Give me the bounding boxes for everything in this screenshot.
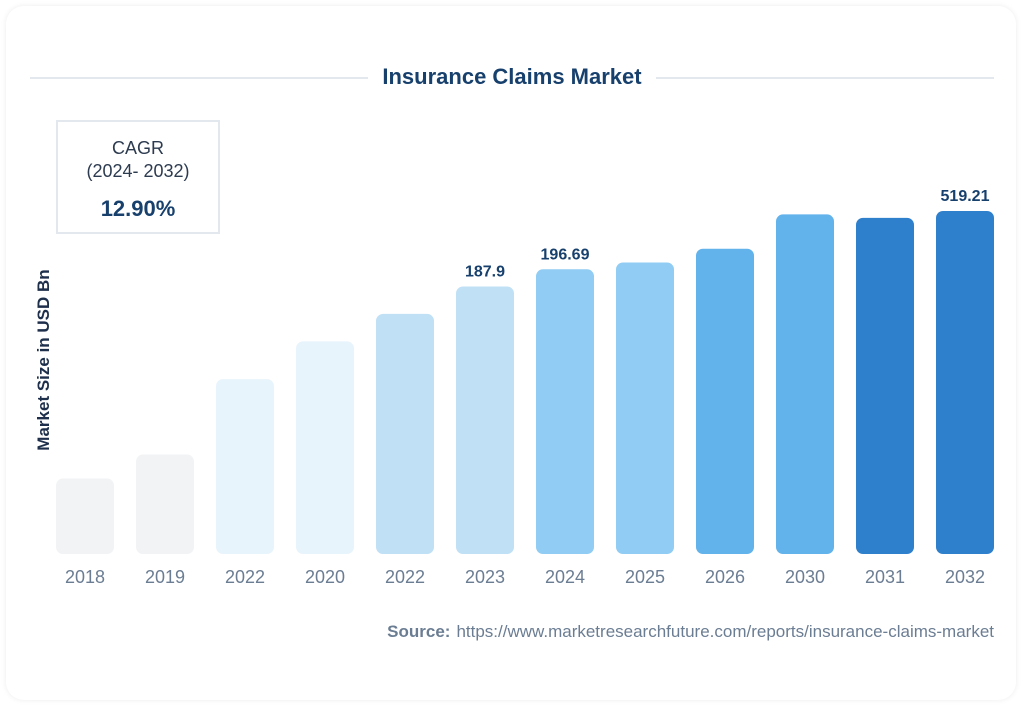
source-line: Source: https://www.marketresearchfuture.… — [387, 622, 994, 642]
chart-title: Insurance Claims Market — [0, 64, 1024, 90]
cagr-value: 12.90% — [100, 196, 176, 221]
x-tick-label: 2025 — [625, 567, 665, 587]
title-rule-right — [654, 77, 994, 79]
x-tick-label: 2019 — [145, 567, 185, 587]
source-label: Source: — [387, 622, 451, 641]
cagr-box: CAGR (2024- 2032) 12.90% — [56, 120, 220, 234]
bar-2022 — [216, 379, 274, 554]
bar-2025 — [616, 262, 674, 554]
bar-2026 — [696, 248, 754, 555]
source-url[interactable]: https://www.marketresearchfuture.com/rep… — [456, 622, 994, 641]
bar-2032 — [936, 211, 994, 554]
bar-2018 — [56, 478, 114, 554]
bar-2031 — [856, 217, 914, 555]
bar-2024 — [536, 269, 594, 554]
x-tick-label: 2024 — [545, 567, 585, 587]
bar-2023 — [456, 286, 514, 554]
cagr-period: (2024- 2032) — [86, 161, 190, 181]
data-label: 196.69 — [541, 246, 590, 263]
title-rule-left — [30, 77, 370, 79]
x-tick-label: 2020 — [305, 567, 345, 587]
data-label: 187.9 — [465, 263, 505, 280]
bar-2030 — [776, 214, 834, 554]
x-tick-label: 2022 — [225, 567, 265, 587]
x-tick-label: 2023 — [465, 567, 505, 587]
bar-2020 — [296, 341, 354, 554]
data-label: 519.21 — [941, 188, 990, 205]
x-tick-label: 2026 — [705, 567, 745, 587]
x-tick-label: 2018 — [65, 567, 105, 587]
x-tick-label: 2032 — [945, 567, 985, 587]
bar-2019 — [136, 454, 194, 554]
chart-title-text: Insurance Claims Market — [368, 64, 656, 89]
cagr-label: CAGR — [111, 138, 164, 158]
x-tick-label: 2031 — [865, 567, 905, 587]
x-tick-label: 2022 — [385, 567, 425, 587]
x-tick-label: 2030 — [785, 567, 825, 587]
bar-2022 — [376, 313, 434, 554]
